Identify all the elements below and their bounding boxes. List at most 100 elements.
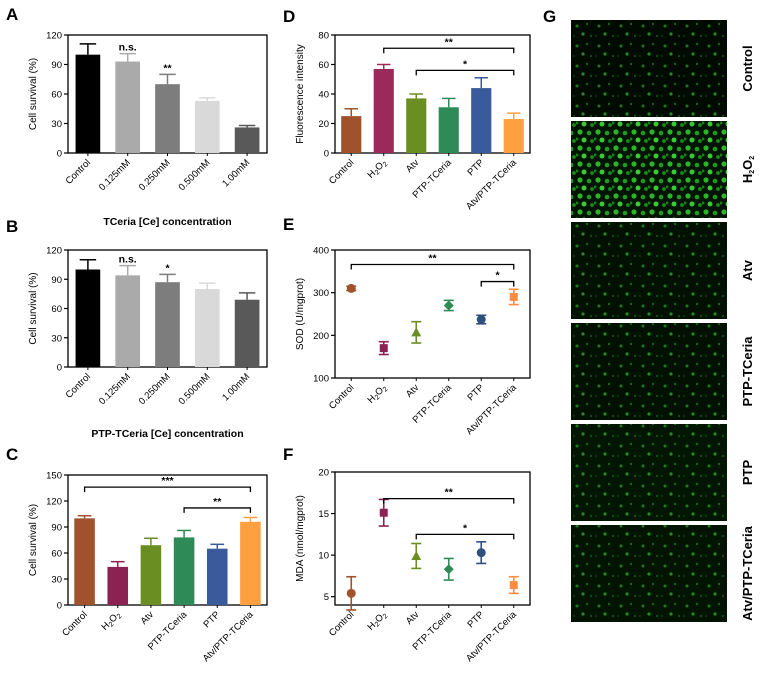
chart-d-bar	[373, 68, 394, 153]
chart-d-bar	[341, 116, 362, 153]
fluorescence-image-glow	[571, 323, 727, 420]
chart-d-bar	[438, 107, 459, 153]
chart-e-xtick-label: Atv	[404, 382, 422, 400]
chart-e-ylabel: SOD (U/mgprot)	[295, 278, 306, 350]
panel-label-g: G	[543, 7, 556, 26]
chart-e-point	[346, 283, 356, 293]
chart-d-fluorescence-intensity: 0 20 40 60 80 Fluorescence intensity Control H2…	[295, 31, 531, 212]
chart-a-xtick-label: 0.500mM	[177, 157, 213, 193]
chart-c-significance-label: **	[213, 496, 222, 508]
chart-d-bar	[406, 98, 427, 153]
chart-b-xtick-label: 0.125mM	[97, 371, 133, 407]
chart-f-xtick-label: PTP	[466, 609, 487, 630]
chart-d-ytick-label: 40	[318, 90, 329, 101]
chart-d-xtick-label: PTP	[466, 157, 487, 178]
chart-b-xlabel: PTP-TCeria [Ce] concentration	[91, 428, 243, 440]
chart-c-cell-survival-treatments: 0 30 60 90 120 150 Cell survival (%) Control H2O…	[28, 471, 268, 664]
chart-f-ylabel: MDA (nmol/mgprot)	[295, 495, 306, 582]
chart-a-ytick-label: 30	[51, 119, 62, 130]
chart-c-xtick-label: Control	[60, 609, 89, 638]
chart-a-ylabel: Cell survival (%)	[28, 58, 39, 130]
chart-a-ytick-label: 60	[51, 90, 62, 101]
chart-c-bar	[107, 566, 129, 605]
chart-a-bar	[194, 100, 220, 153]
chart-b-bar	[75, 269, 101, 367]
chart-a-bar	[155, 84, 180, 153]
chart-f-significance-label: **	[445, 487, 454, 499]
chart-b-xtick-label: 0.250mM	[137, 371, 173, 407]
chart-a-bar	[75, 54, 101, 153]
chart-f-point	[476, 548, 486, 558]
chart-c-ytick-label: 150	[46, 471, 62, 482]
panel-label-b: B	[6, 217, 18, 236]
chart-a-xtick-label: Control	[64, 157, 93, 186]
chart-d-ytick-label: 20	[318, 119, 329, 130]
chart-a-bar	[115, 61, 141, 153]
chart-a-bar	[234, 127, 260, 153]
chart-b-xtick-label: 1.00mM	[220, 371, 252, 403]
chart-f-xtick-label: Control	[327, 609, 356, 638]
chart-d-xtick-label: Atv	[404, 157, 422, 175]
chart-d-ytick-label: 0	[324, 149, 329, 160]
chart-b-cell-survival-ptp-tceria: 0 30 60 90 120 Cell survival (%) PTP-TCeria [C…	[28, 246, 268, 440]
chart-b-xtick-label: 0.500mM	[177, 371, 213, 407]
panel-label-c: C	[6, 445, 18, 464]
chart-f-xtick-label: Atv	[404, 609, 422, 627]
chart-d-significance-label: **	[445, 36, 454, 48]
chart-b-xtick-label: Control	[64, 371, 93, 400]
chart-f-point	[346, 588, 356, 598]
chart-f-ytick-label: 20	[318, 468, 329, 479]
chart-f-significance-bracket	[383, 497, 515, 504]
chart-d-frame	[334, 34, 531, 154]
fluorescence-image-3	[571, 323, 727, 420]
chart-b-ytick-label: 30	[51, 333, 62, 344]
chart-c-significance-bracket	[183, 507, 252, 513]
fluorescence-image-glow	[571, 525, 727, 622]
chart-a-xtick-label: 0.250mM	[137, 157, 173, 193]
chart-e-ytick-label: 300	[313, 288, 329, 299]
fluorescence-image-glow	[571, 424, 727, 521]
chart-f-xtick-label: H2O2	[365, 609, 389, 633]
fluorescence-image-glow	[571, 20, 727, 117]
chart-a-ytick-label: 0	[57, 149, 62, 160]
chart-e-ytick-label: 200	[313, 331, 329, 342]
chart-c-frame	[67, 474, 268, 606]
chart-f-point	[411, 550, 422, 560]
chart-e-significance-bracket	[350, 263, 515, 270]
chart-a-significance-label: **	[163, 62, 172, 74]
chart-c-significance-bracket	[83, 486, 252, 493]
chart-e-point	[509, 292, 518, 301]
chart-a-xtick-label: 0.125mM	[97, 157, 133, 193]
chart-e-point	[379, 344, 388, 353]
chart-c-ytick-label: 90	[51, 523, 62, 534]
chart-c-bar	[240, 521, 261, 605]
chart-f-frame	[334, 471, 531, 606]
chart-f-point	[443, 564, 454, 575]
chart-e-ytick-label: 100	[313, 374, 329, 385]
chart-e-significance-bracket	[480, 280, 515, 287]
chart-d-bar	[471, 88, 492, 153]
chart-c-xtick-label: H2O2	[99, 609, 123, 633]
chart-c-ytick-label: 0	[57, 601, 62, 612]
chart-b-ylabel: Cell survival (%)	[28, 272, 39, 344]
chart-e-sod: 100 200 300 400 SOD (U/mgprot) Control H2O2 Atv…	[295, 246, 531, 437]
chart-e-xtick-label: Control	[327, 382, 356, 411]
chart-c-ytick-label: 120	[46, 497, 62, 508]
panel-label-a: A	[6, 5, 18, 24]
chart-e-point	[476, 315, 486, 325]
chart-b-bar	[234, 299, 260, 367]
chart-c-ytick-label: 60	[51, 549, 62, 560]
chart-e-significance-label: **	[428, 253, 437, 265]
chart-b-ytick-label: 120	[46, 246, 62, 257]
chart-d-significance-label: *	[463, 58, 468, 70]
chart-c-significance-label: ***	[161, 475, 174, 487]
chart-d-xtick-label: H2O2	[365, 157, 389, 181]
chart-c-bar	[206, 548, 228, 605]
chart-b-ytick-label: 0	[57, 363, 62, 374]
chart-e-xtick-label: H2O2	[365, 382, 389, 406]
chart-c-xtick-label: PTP	[202, 609, 223, 630]
panel-label-e: E	[283, 215, 294, 234]
chart-b-significance-label: *	[165, 262, 170, 274]
chart-a-cell-survival-tceria: 0 30 60 90 120 Cell survival (%) TCeria [Ce] c…	[28, 31, 268, 228]
chart-b-bar	[155, 282, 180, 367]
